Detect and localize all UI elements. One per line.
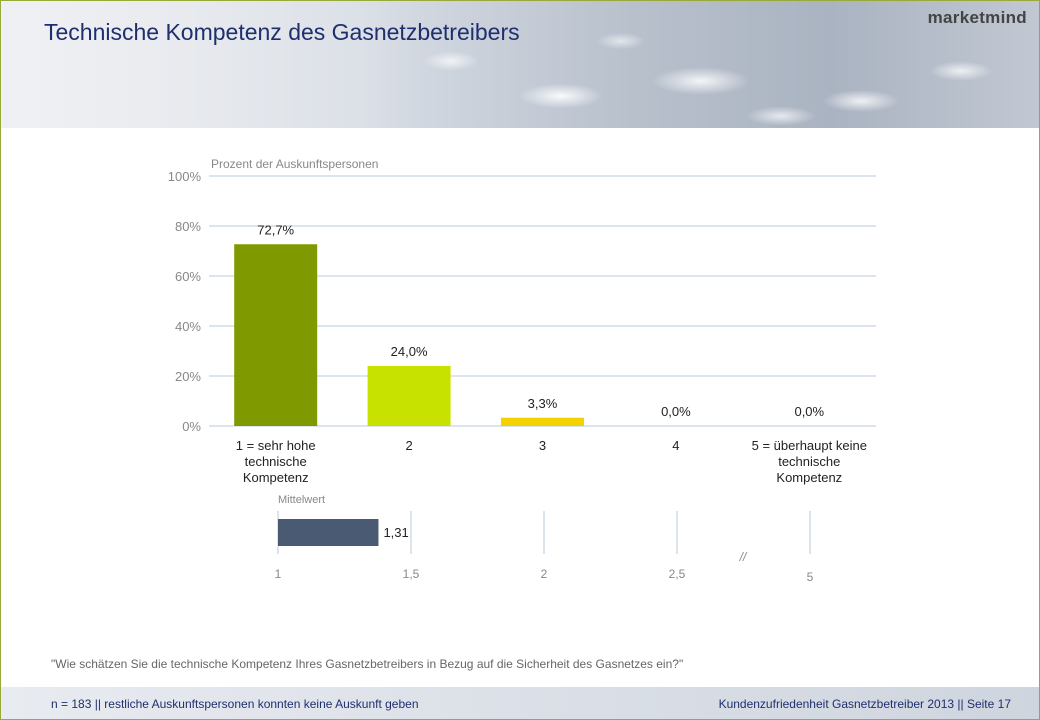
slide-title: Technische Kompetenz des Gasnetzbetreibe… bbox=[44, 19, 520, 45]
header-fade bbox=[1, 1, 421, 128]
mean-label: Mittelwert bbox=[278, 494, 325, 506]
footer-page-info: Kundenzufriedenheit Gasnetzbetreiber 201… bbox=[718, 697, 1011, 711]
mean-bar bbox=[278, 519, 379, 546]
x-category-label: technische bbox=[245, 454, 307, 469]
bar-value-label: 0,0% bbox=[661, 404, 691, 419]
x-category-label: 5 = überhaupt keine bbox=[752, 438, 867, 453]
y-tick-label: 100% bbox=[168, 169, 202, 184]
bar-value-label: 72,7% bbox=[257, 222, 294, 237]
x-category-label: 3 bbox=[539, 438, 546, 453]
mean-tick-label: 1 bbox=[275, 567, 282, 581]
bar bbox=[367, 366, 451, 426]
y-tick-label: 20% bbox=[175, 369, 201, 384]
x-category-label: Kompetenz bbox=[243, 470, 309, 485]
bar bbox=[501, 417, 584, 426]
x-category-label: technische bbox=[778, 454, 840, 469]
x-category-label: 1 = sehr hohe bbox=[236, 438, 316, 453]
x-category-label: Kompetenz bbox=[776, 470, 842, 485]
y-tick-label: 0% bbox=[182, 419, 201, 434]
bar bbox=[234, 244, 318, 426]
footer-bar: n = 183 || restliche Auskunftspersonen k… bbox=[1, 687, 1039, 719]
mean-tick-label: 5 bbox=[807, 570, 814, 584]
mean-tick-label: 2 bbox=[541, 567, 548, 581]
y-tick-label: 80% bbox=[175, 219, 201, 234]
y-tick-label: 60% bbox=[175, 269, 201, 284]
y-axis-label: Prozent der Auskunftspersonen bbox=[211, 157, 378, 171]
footer-sample-note: n = 183 || restliche Auskunftspersonen k… bbox=[51, 697, 419, 711]
mean-tick-label: 2,5 bbox=[669, 567, 686, 581]
chart: Prozent der Auskunftspersonen 0% 20% 40% 60%… bbox=[168, 157, 876, 584]
mean-value-label: 1,31 bbox=[383, 525, 408, 540]
bar-value-label: 3,3% bbox=[528, 396, 558, 411]
brand-logo: marketmind bbox=[927, 8, 1027, 27]
y-tick-label: 40% bbox=[175, 319, 201, 334]
axis-break-mark: // bbox=[739, 550, 748, 564]
x-category-label: 4 bbox=[672, 438, 679, 453]
bar-value-label: 0,0% bbox=[794, 404, 824, 419]
x-category-label: 2 bbox=[405, 438, 412, 453]
mean-tick-label: 1,5 bbox=[403, 567, 420, 581]
survey-question: "Wie schätzen Sie die technische Kompete… bbox=[51, 657, 684, 671]
bar-value-label: 24,0% bbox=[391, 344, 428, 359]
